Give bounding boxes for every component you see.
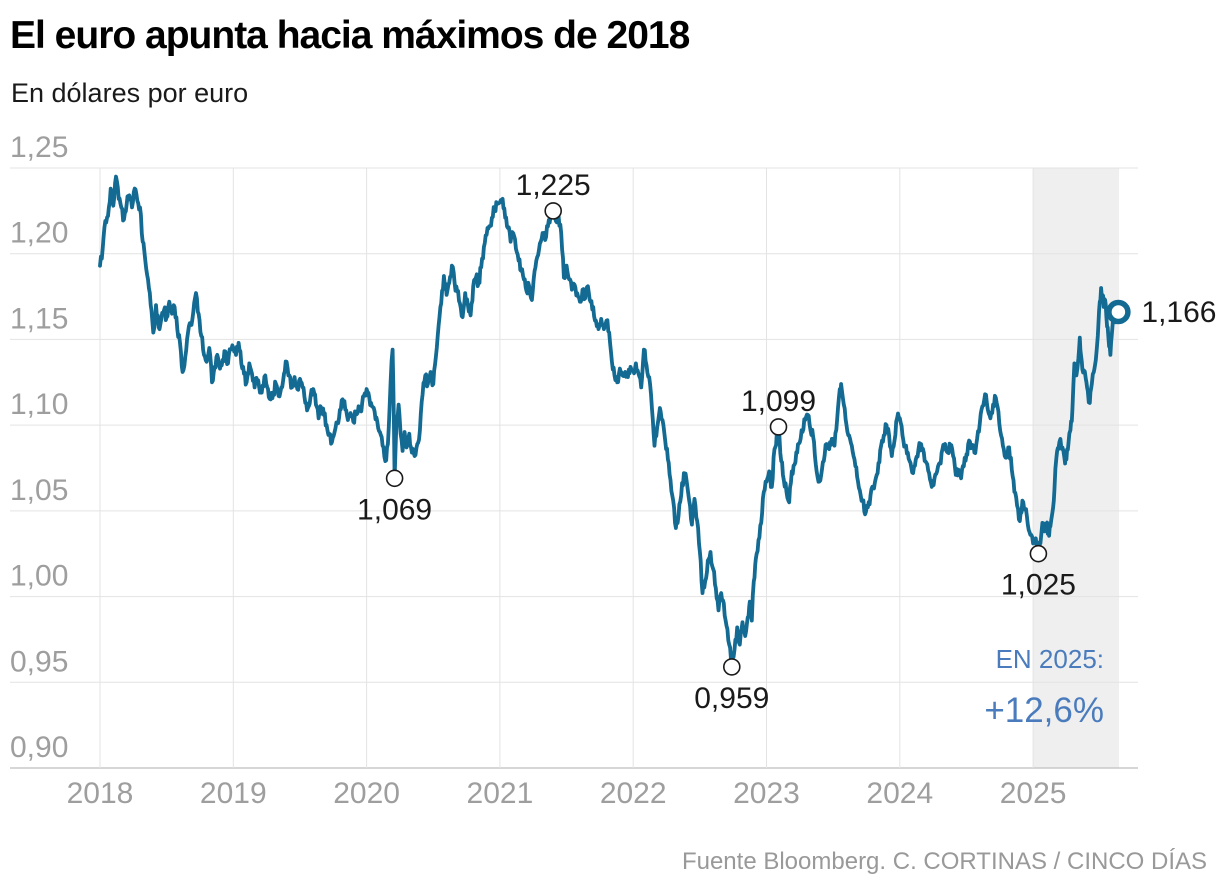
extreme-point-marker (722, 658, 741, 676)
value-annotation: 1,225 (516, 169, 591, 202)
y-tick-label: 1,10 (10, 388, 68, 421)
latest-value-marker (1106, 299, 1131, 325)
extreme-point-marker (544, 202, 563, 220)
x-tick-label: 2021 (467, 777, 534, 810)
x-tick-label: 2020 (333, 777, 400, 810)
x-tick-label: 2019 (200, 777, 267, 810)
x-tick-label: 2023 (733, 777, 800, 810)
y-tick-label: 1,15 (10, 302, 68, 335)
x-tick-label: 2022 (600, 777, 667, 810)
highlight-band-2025 (1033, 168, 1120, 768)
eurusd-price-line (98, 174, 1121, 669)
y-tick-label: 0,95 (10, 645, 68, 678)
extreme-point-marker (769, 418, 788, 436)
value-annotation: 1,166 (1141, 296, 1216, 329)
x-tick-label: 2018 (67, 777, 134, 810)
chart-subtitle: En dólares por euro (11, 78, 249, 108)
y-tick-label: 1,00 (10, 560, 68, 593)
chart-title: El euro apunta hacia máximos de 2018 (10, 14, 690, 57)
value-annotation: 1,069 (357, 493, 432, 526)
extreme-point-marker (385, 469, 404, 488)
source-credit: Fuente Bloomberg. C. CORTINAS / CINCO DÍ… (681, 848, 1207, 875)
y-tick-label: 0,90 (10, 731, 68, 764)
x-tick-label: 2025 (1000, 777, 1067, 810)
ytd-2025-label: EN 2025: (996, 644, 1104, 674)
extreme-point-marker (1029, 544, 1048, 563)
y-tick-label: 1,20 (10, 217, 68, 250)
value-annotation: 0,959 (694, 682, 769, 715)
y-tick-label: 1,05 (10, 474, 68, 507)
x-tick-label: 2024 (866, 777, 933, 810)
ytd-2025-change: +12,6% (984, 691, 1104, 730)
y-tick-label: 1,25 (10, 131, 68, 164)
value-annotation: 1,025 (1001, 569, 1076, 602)
value-annotation: 1,099 (741, 385, 816, 418)
